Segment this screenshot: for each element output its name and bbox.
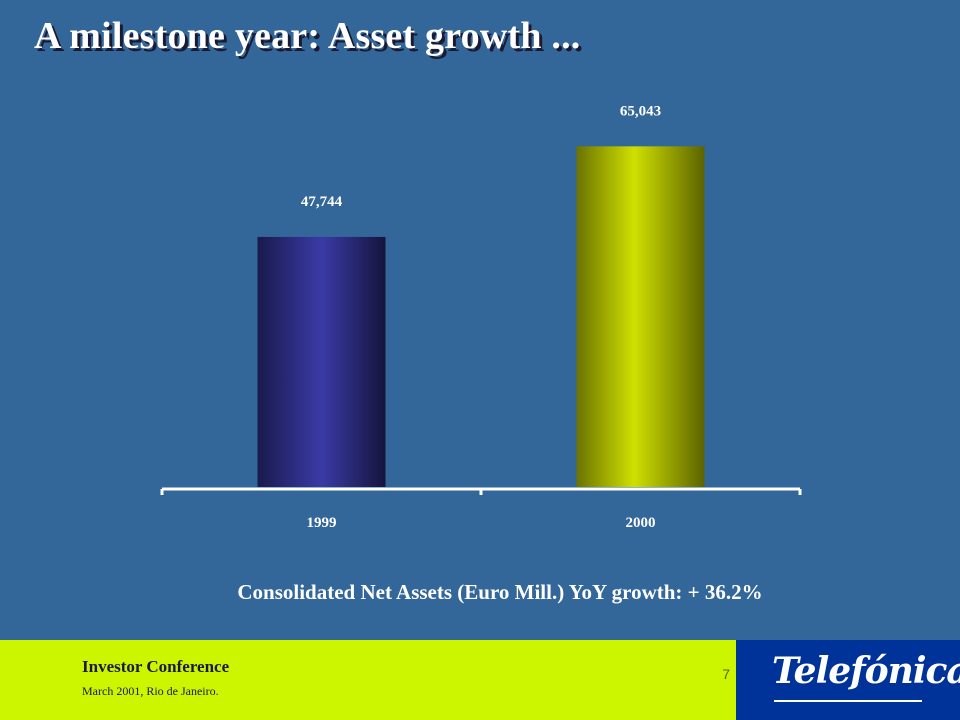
footer: Investor Conference March 2001, Rio de J… <box>0 640 960 720</box>
data-label-1999: 47,744 <box>301 194 343 210</box>
bar-chart: 47,744 1999 65,043 2000 <box>160 103 802 531</box>
bar-1999 <box>257 236 386 487</box>
tick-label-2000: 2000 <box>626 515 656 531</box>
logo-wordmark: Telefónica <box>772 650 960 692</box>
logo-underline <box>774 700 922 702</box>
page-number: 7 <box>722 666 730 682</box>
chart-caption: Consolidated Net Assets (Euro Mill.) YoY… <box>237 580 763 604</box>
slide-title: A milestone year: Asset growth ... <box>34 15 581 57</box>
bar-2000 <box>576 146 705 487</box>
footer-subtitle: March 2001, Rio de Janeiro. <box>82 684 219 698</box>
footer-event-title: Investor Conference <box>82 657 230 676</box>
telefonica-logo: Telefónica <box>736 640 960 720</box>
data-label-2000: 65,043 <box>620 103 661 119</box>
tick-label-1999: 1999 <box>307 515 337 531</box>
